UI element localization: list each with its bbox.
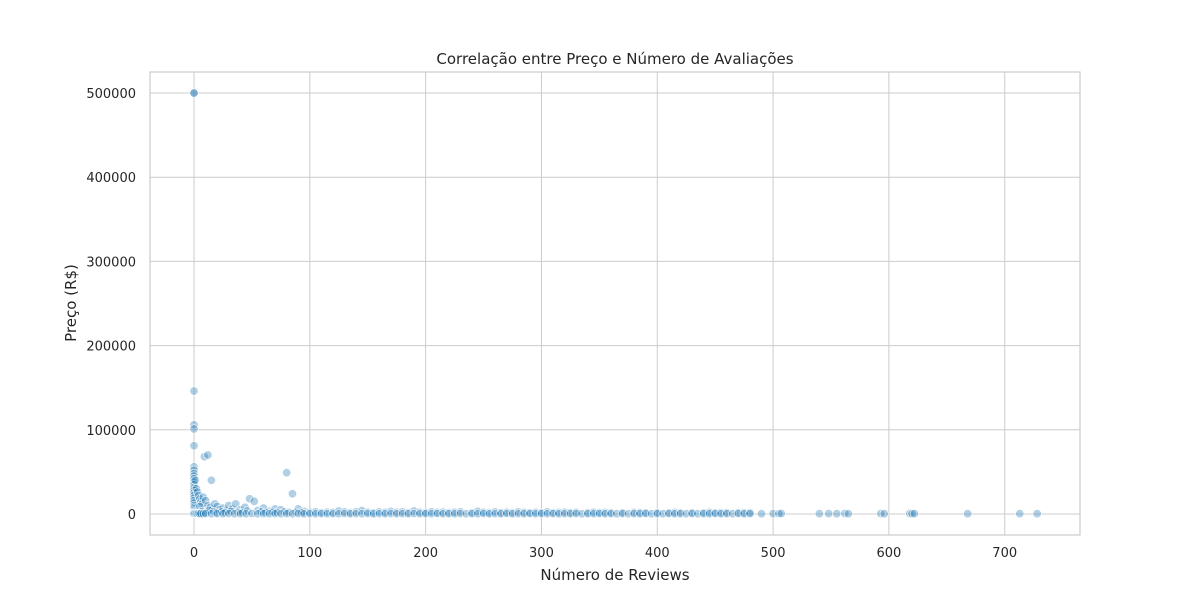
scatter-point bbox=[843, 509, 853, 519]
scatter-point bbox=[195, 501, 205, 511]
scatter-point bbox=[194, 490, 204, 500]
scatter-point bbox=[189, 88, 199, 98]
scatter-point bbox=[242, 506, 252, 516]
scatter-point bbox=[189, 490, 199, 500]
scatter-point bbox=[386, 506, 396, 516]
y-tick-label: 200000 bbox=[86, 340, 136, 355]
scatter-point bbox=[189, 441, 199, 451]
scatter-point bbox=[206, 475, 216, 485]
plot-frame bbox=[149, 71, 1081, 536]
x-tick-label: 300 bbox=[529, 546, 554, 561]
scatter-point bbox=[192, 487, 202, 497]
y-tick-label: 300000 bbox=[86, 255, 136, 270]
y-axis-ticks: 0 100000 200000 300000 400000 500000 bbox=[86, 87, 136, 523]
scatter-point bbox=[774, 509, 784, 519]
scatter-point bbox=[204, 506, 214, 516]
scatter-point bbox=[249, 496, 259, 506]
scatter-point bbox=[231, 499, 241, 509]
x-tick-label: 600 bbox=[876, 546, 901, 561]
scatter-point bbox=[905, 509, 915, 519]
scatter-point bbox=[287, 489, 297, 499]
scatter-point bbox=[1032, 509, 1042, 519]
x-axis-ticks: 0 100 200 300 400 500 600 700 bbox=[190, 546, 1017, 561]
scatter-point bbox=[282, 468, 292, 478]
y-axis-label: Preço (R$) bbox=[62, 264, 80, 342]
y-tick-label: 0 bbox=[128, 508, 136, 523]
scatter-point bbox=[963, 509, 973, 519]
x-tick-label: 200 bbox=[413, 546, 438, 561]
x-tick-label: 400 bbox=[645, 546, 670, 561]
x-tick-label: 700 bbox=[992, 546, 1017, 561]
scatter-point bbox=[840, 509, 850, 519]
scatter-point bbox=[909, 509, 919, 519]
scatter-point bbox=[907, 509, 917, 519]
scatter-point bbox=[189, 462, 199, 472]
x-axis-label: Número de Reviews bbox=[540, 566, 689, 584]
data-points bbox=[189, 88, 1042, 519]
scatter-point bbox=[334, 506, 344, 516]
x-tick-label: 0 bbox=[190, 546, 198, 561]
grid-lines bbox=[150, 72, 1080, 535]
scatter-point bbox=[824, 509, 834, 519]
scatter-point bbox=[189, 488, 199, 498]
scatter-point bbox=[757, 509, 767, 519]
scatter-point bbox=[357, 506, 367, 516]
scatter-point bbox=[189, 386, 199, 396]
scatter-point bbox=[196, 509, 206, 519]
scatter-point bbox=[879, 509, 889, 519]
scatter-point bbox=[198, 492, 208, 502]
scatter-point bbox=[876, 509, 886, 519]
scatter-point bbox=[245, 494, 255, 504]
scatter-point bbox=[473, 506, 483, 516]
scatter-point bbox=[409, 506, 419, 516]
scatter-point bbox=[814, 509, 824, 519]
y-tick-label: 500000 bbox=[86, 87, 136, 102]
scatter-point bbox=[832, 509, 842, 519]
x-tick-label: 500 bbox=[761, 546, 786, 561]
y-tick-label: 100000 bbox=[86, 424, 136, 439]
scatter-point bbox=[1015, 509, 1025, 519]
y-tick-label: 400000 bbox=[86, 171, 136, 186]
scatter-point bbox=[189, 424, 199, 434]
scatter-point bbox=[201, 495, 211, 505]
scatter-point bbox=[776, 509, 786, 519]
scatter-point bbox=[190, 475, 200, 485]
chart-title: Correlação entre Preço e Número de Avali… bbox=[436, 50, 793, 68]
scatter-point bbox=[293, 504, 303, 514]
scatter-point bbox=[203, 450, 213, 460]
scatter-point bbox=[191, 484, 201, 494]
scatter-point bbox=[745, 509, 755, 519]
x-tick-label: 100 bbox=[297, 546, 322, 561]
